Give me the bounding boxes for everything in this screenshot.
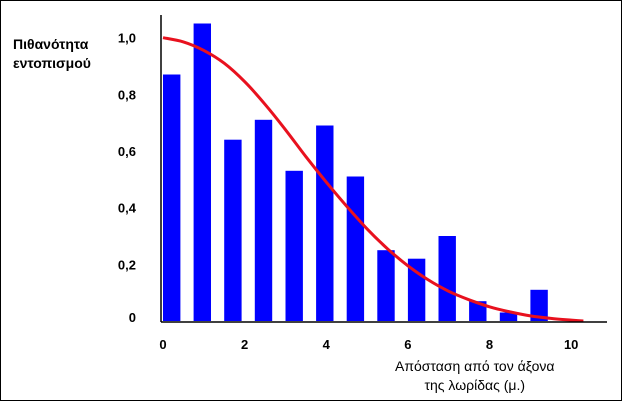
x-axis-title-line-2: της λωρίδας (μ.) (424, 377, 526, 393)
bar-11 (499, 312, 518, 321)
x-tick-label-0: 0 (159, 337, 166, 352)
bar-5 (316, 125, 334, 321)
bar-10 (469, 301, 487, 321)
bar-9 (438, 236, 456, 321)
bar-0 (163, 74, 181, 321)
y-tick-label-4: 0,8 (118, 87, 136, 102)
y-tick-label-3: 0,6 (118, 144, 136, 159)
x-tick-label-2: 4 (323, 337, 331, 352)
x-axis-title-line-1: Απόσταση από τον άξονα (395, 358, 555, 374)
bar-7 (377, 250, 395, 321)
x-axis-title: Απόσταση από τον άξονα της λωρίδας (μ.) (395, 357, 554, 395)
y-axis-title-line-2: εντοπισμού (13, 55, 91, 71)
bar-12 (530, 289, 548, 321)
y-tick-labels: 0 0,2 0,4 0,6 0,8 1,0 (118, 31, 137, 325)
bar-3 (254, 119, 273, 321)
y-tick-label-1: 0,2 (118, 257, 136, 272)
y-tick-label-5: 1,0 (118, 31, 136, 46)
y-tick-label-0: 0 (129, 310, 136, 325)
y-tick-label-2: 0,4 (118, 201, 137, 216)
x-tick-labels: 0 2 4 6 8 10 (159, 337, 578, 352)
probability-curve (162, 36, 584, 323)
bar-6 (346, 176, 365, 321)
bar-4 (285, 170, 303, 321)
y-axis-title: Πιθανότητα εντοπισμού (13, 35, 91, 73)
x-tick-label-4: 8 (486, 337, 493, 352)
bar-2 (224, 139, 242, 321)
x-tick-label-1: 2 (241, 337, 248, 352)
bar-1 (193, 23, 211, 321)
x-tick-label-3: 6 (404, 337, 411, 352)
x-tick-label-5: 10 (564, 337, 578, 352)
y-axis-title-line-1: Πιθανότητα (13, 36, 89, 52)
bars-group (163, 23, 548, 321)
